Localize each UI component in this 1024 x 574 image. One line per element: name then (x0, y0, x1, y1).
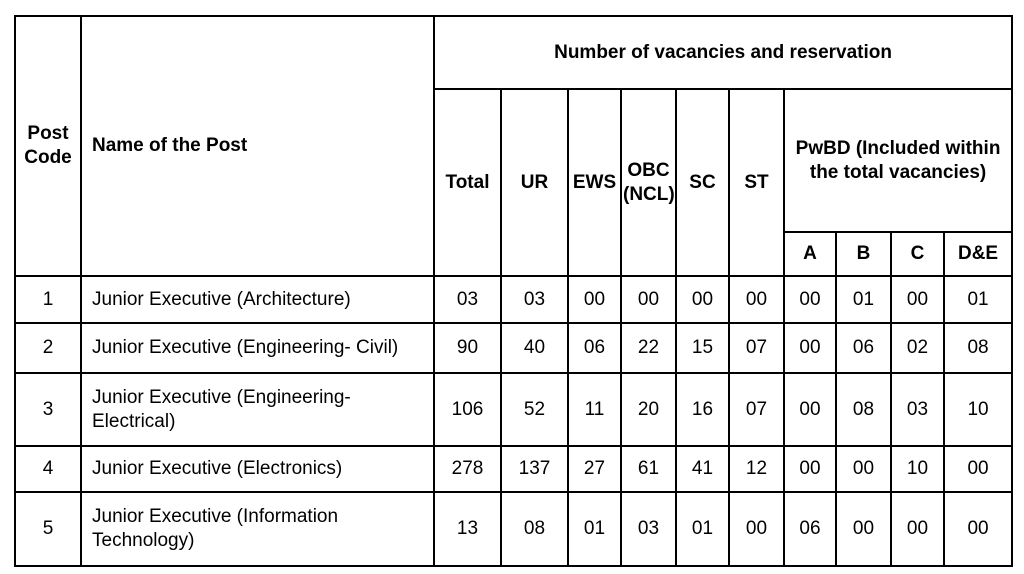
pwbd-b-cell: 08 (835, 372, 892, 447)
header-sc: SC (675, 88, 730, 277)
header-pwbd-de: D&E (942, 231, 1014, 277)
post-name-cell: Junior Executive (Architecture) (80, 275, 435, 324)
header-st: ST (728, 88, 785, 277)
ur-cell: 52 (500, 372, 569, 447)
header-pwbd-a: A (783, 231, 837, 277)
header-post-name: Name of the Post (80, 15, 435, 277)
post-name-cell: Junior Executive (Information Technology… (80, 491, 435, 567)
obc-cell: 03 (620, 491, 677, 567)
pwbd-b-cell: 00 (835, 445, 892, 493)
pwbd-c-cell: 03 (890, 372, 945, 447)
header-row-1: Post Code Name of the Post Number of vac… (14, 15, 1014, 277)
post-code-cell: 2 (14, 322, 82, 374)
header-obc: OBC (NCL) (620, 88, 677, 277)
post-name-cell: Junior Executive (Engineering- Civil) (80, 322, 435, 374)
sc-cell: 00 (675, 275, 730, 324)
pwbd-a-cell: 00 (783, 322, 837, 374)
table-row: 5 Junior Executive (Information Technolo… (14, 491, 1014, 567)
obc-cell: 00 (620, 275, 677, 324)
ur-cell: 137 (500, 445, 569, 493)
sc-cell: 41 (675, 445, 730, 493)
ews-cell: 00 (567, 275, 622, 324)
obc-cell: 20 (620, 372, 677, 447)
st-cell: 07 (728, 372, 785, 447)
pwbd-c-cell: 00 (890, 275, 945, 324)
header-pwbd-c: C (890, 231, 945, 277)
pwbd-b-cell: 01 (835, 275, 892, 324)
sc-cell: 15 (675, 322, 730, 374)
ur-cell: 03 (500, 275, 569, 324)
vacancy-table: Post Code Name of the Post Number of vac… (14, 15, 1014, 567)
table-row: 1 Junior Executive (Architecture) 03 03 … (14, 275, 1014, 324)
total-cell: 90 (433, 322, 502, 374)
pwbd-c-cell: 02 (890, 322, 945, 374)
header-pwbd: PwBD (Included within the total vacancie… (782, 88, 1014, 233)
total-cell: 106 (433, 372, 502, 447)
pwbd-a-cell: 00 (783, 372, 837, 447)
header-pwbd-b: B (835, 231, 892, 277)
pwbd-de-cell: 00 (942, 445, 1014, 493)
total-cell: 03 (433, 275, 502, 324)
post-name-cell: Junior Executive (Electronics) (80, 445, 435, 493)
post-name-cell: Junior Executive (Engineering-Electrical… (80, 372, 435, 447)
header-vacancies-group: Number of vacancies and reservation (432, 15, 1014, 90)
ur-cell: 40 (500, 322, 569, 374)
post-code-cell: 4 (14, 445, 82, 493)
post-code-cell: 1 (14, 275, 82, 324)
header-ur: UR (500, 88, 569, 277)
pwbd-de-cell: 00 (942, 491, 1014, 567)
ews-cell: 27 (567, 445, 622, 493)
pwbd-b-cell: 06 (835, 322, 892, 374)
ews-cell: 11 (567, 372, 622, 447)
header-row-3: A B C D&E (15, 231, 1014, 277)
ur-cell: 08 (500, 491, 569, 567)
pwbd-de-cell: 08 (942, 322, 1014, 374)
pwbd-a-cell: 00 (783, 275, 837, 324)
table-row: 4 Junior Executive (Electronics) 278 137… (14, 445, 1014, 493)
obc-cell: 61 (620, 445, 677, 493)
table-row: 2 Junior Executive (Engineering- Civil) … (14, 322, 1014, 374)
pwbd-a-cell: 00 (783, 445, 837, 493)
header-total: Total (433, 88, 502, 277)
pwbd-c-cell: 10 (890, 445, 945, 493)
pwbd-de-cell: 01 (942, 275, 1014, 324)
header-post-code: Post Code (14, 15, 82, 277)
total-cell: 13 (433, 491, 502, 567)
post-code-cell: 3 (14, 372, 82, 447)
header-row-2: Total UR EWS OBC (NCL) SC ST PwBD (Inclu… (15, 88, 1014, 277)
ews-cell: 06 (567, 322, 622, 374)
pwbd-b-cell: 00 (835, 491, 892, 567)
pwbd-de-cell: 10 (942, 372, 1014, 447)
st-cell: 00 (728, 275, 785, 324)
post-code-cell: 5 (14, 491, 82, 567)
sc-cell: 16 (675, 372, 730, 447)
header-ews: EWS (567, 88, 622, 277)
obc-cell: 22 (620, 322, 677, 374)
table-row: 3 Junior Executive (Engineering-Electric… (14, 372, 1014, 447)
ews-cell: 01 (567, 491, 622, 567)
st-cell: 07 (728, 322, 785, 374)
sc-cell: 01 (675, 491, 730, 567)
pwbd-a-cell: 06 (783, 491, 837, 567)
total-cell: 278 (433, 445, 502, 493)
pwbd-c-cell: 00 (890, 491, 945, 567)
st-cell: 00 (728, 491, 785, 567)
st-cell: 12 (728, 445, 785, 493)
